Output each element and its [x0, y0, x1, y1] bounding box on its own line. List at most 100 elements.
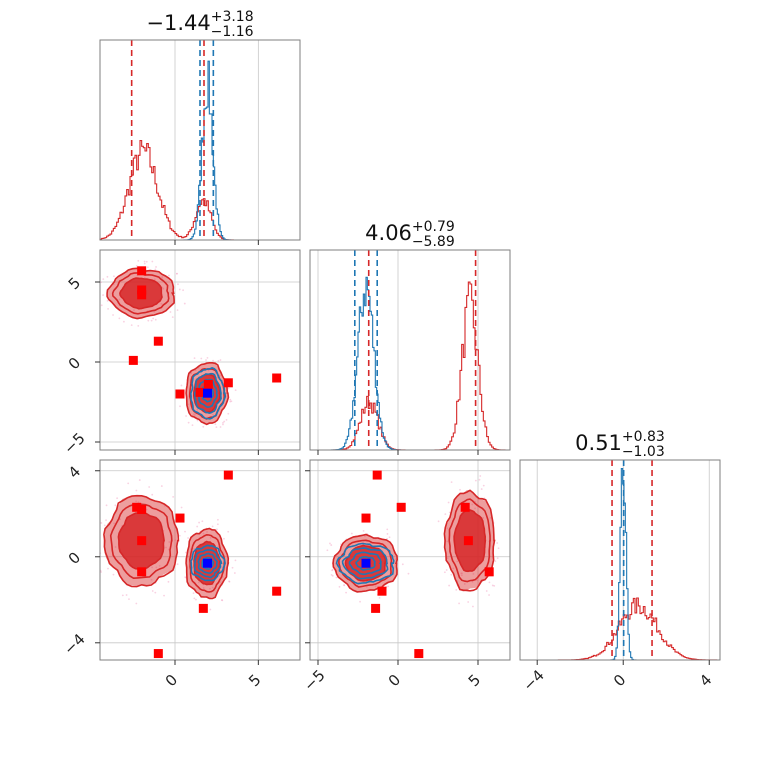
red-square-marker	[153, 336, 163, 346]
sample-point	[386, 533, 389, 535]
sample-point	[162, 287, 165, 290]
sample-point	[211, 413, 214, 416]
axes-frame	[99, 39, 301, 241]
sample-point	[145, 260, 148, 263]
sample-point	[151, 493, 154, 496]
contour-line-red-outer	[443, 489, 496, 592]
sample-point	[143, 260, 146, 263]
sample-point	[479, 475, 482, 477]
sample-point	[221, 379, 224, 382]
sample-point	[113, 522, 116, 525]
sample-point	[446, 557, 449, 560]
sample-point	[458, 602, 460, 605]
contour-line-red-inner	[193, 373, 221, 414]
x-tick-label: 5	[465, 671, 484, 690]
sample-point	[474, 507, 476, 510]
sample-point	[460, 572, 463, 575]
sample-point	[228, 580, 231, 583]
contour-panel-p2-p3: −5 0 5	[300, 459, 511, 695]
sample-point	[227, 412, 230, 415]
axes-frame	[309, 249, 511, 451]
sample-point	[114, 504, 117, 507]
contour-line-blue	[189, 367, 227, 420]
x-tick-label: −4	[519, 666, 547, 694]
sample-point	[130, 324, 133, 327]
sample-point	[494, 560, 497, 563]
sample-point	[192, 413, 195, 416]
contour-panel-p1-p2: −5 0 5	[60, 249, 301, 458]
sample-point	[196, 419, 199, 422]
sample-point	[194, 369, 197, 372]
contour-line-red	[338, 539, 393, 588]
sample-point	[160, 302, 163, 305]
sample-point	[196, 408, 199, 411]
sample-point	[165, 546, 167, 549]
sample-point	[214, 423, 217, 426]
sample-point	[135, 500, 137, 503]
sample-point	[209, 536, 212, 539]
sample-point	[160, 485, 163, 487]
sample-point	[150, 319, 153, 322]
red-square-marker	[195, 387, 205, 397]
histogram-blue-p2	[310, 276, 510, 451]
contour-line-blue	[348, 551, 383, 576]
red-square-marker	[153, 649, 163, 659]
sample-point	[193, 357, 196, 360]
sample-point	[472, 605, 474, 608]
red-square-marker	[272, 586, 282, 596]
sample-point	[177, 283, 179, 286]
sample-point	[116, 497, 119, 500]
contour-line-red	[448, 498, 491, 583]
red-square-marker	[272, 373, 282, 383]
sample-point	[133, 309, 135, 311]
sample-point	[146, 266, 149, 269]
sample-point	[488, 594, 490, 596]
red-square-marker	[137, 290, 147, 300]
sample-point	[491, 584, 494, 587]
blue-square-marker	[203, 388, 212, 398]
histogram-red-p3	[520, 597, 721, 661]
sample-point	[386, 528, 389, 531]
sample-point	[493, 585, 496, 587]
red-square-marker	[371, 603, 381, 613]
contour-line-blue	[193, 548, 223, 579]
sample-point	[455, 588, 458, 591]
y-tick-label: −5	[60, 429, 88, 457]
title-upper-error: +0.83	[622, 429, 665, 445]
sample-point	[338, 585, 341, 588]
x-tick-label: 5	[245, 671, 264, 690]
sample-point	[191, 424, 194, 427]
sample-point	[378, 596, 381, 599]
title-lower-error: −1.16	[211, 24, 254, 40]
sample-point	[480, 488, 483, 490]
sample-point	[329, 542, 331, 545]
sample-point	[222, 421, 224, 424]
red-square-marker	[128, 355, 138, 365]
sample-point	[174, 539, 177, 542]
sample-point	[176, 563, 179, 566]
sample-point	[163, 594, 165, 597]
red-square-marker	[484, 567, 494, 577]
panel-title-p3: 0.51+0.83 −1.03	[575, 429, 665, 460]
sample-point	[217, 518, 219, 521]
sample-point	[148, 486, 151, 488]
sample-point	[212, 359, 214, 362]
sample-point	[365, 586, 368, 588]
sample-point	[467, 601, 470, 603]
sample-point	[388, 536, 391, 539]
sample-point	[121, 594, 124, 597]
sample-point	[150, 578, 153, 581]
sample-point	[125, 594, 128, 596]
red-square-marker	[372, 470, 382, 480]
sample-point	[100, 522, 103, 524]
sample-point	[153, 278, 156, 281]
sample-point	[488, 581, 491, 584]
red-square-marker	[203, 379, 213, 389]
sample-point	[335, 576, 338, 579]
y-tick-label: 0	[65, 354, 84, 373]
sample-point	[211, 586, 214, 589]
sample-point	[443, 571, 446, 574]
red-square-marker	[377, 586, 387, 596]
sample-point	[178, 288, 181, 291]
